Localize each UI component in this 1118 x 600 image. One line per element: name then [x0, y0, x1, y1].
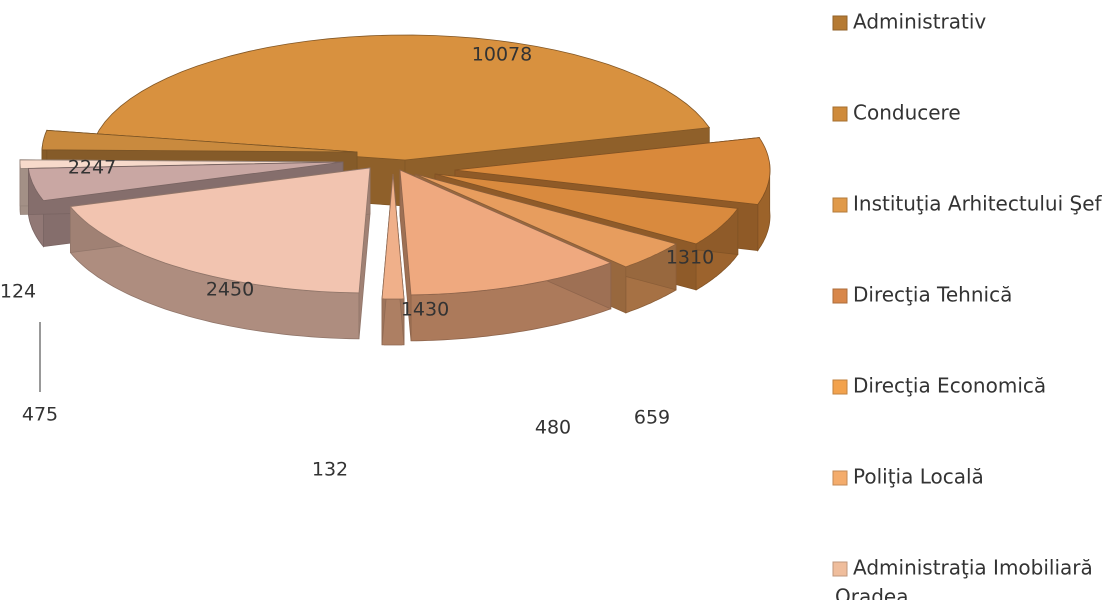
legend-item: Administraţia Imobiliară Oradea [832, 556, 1093, 600]
legend-swatch [832, 15, 848, 31]
slice-top [41, 129, 358, 153]
data-label: 2247 [68, 157, 116, 179]
legend-item: Direcţia Economică [832, 374, 1046, 398]
pie-labels: 10078 1310 659 480 1430 132 2450 475 124 2247 [0, 44, 714, 481]
pie-slice [381, 173, 405, 346]
data-label: 480 [535, 417, 571, 439]
legend-swatch [832, 470, 848, 486]
legend-label: Conducere [853, 101, 961, 125]
slice-top [381, 173, 405, 300]
legend-label: Instituţia Arhitectului Şef [853, 192, 1103, 216]
legend-swatch [832, 106, 848, 122]
legend-item: Administrativ [832, 10, 986, 34]
slice-top [414, 173, 678, 268]
legend-item: Conducere [832, 101, 961, 125]
data-label: 1430 [401, 299, 449, 321]
pie-slice [69, 167, 371, 340]
data-label: 475 [22, 404, 58, 426]
data-label: 1310 [666, 247, 714, 269]
legend-item: Direcţia Tehnică [832, 283, 1012, 307]
pie-slices [19, 34, 771, 346]
legend-label: Direcţia Tehnică [853, 283, 1012, 307]
data-label: 659 [634, 407, 670, 429]
slice-top [27, 161, 344, 202]
legend-label-line2: Oradea [835, 585, 908, 600]
slice-top [434, 173, 739, 245]
legend-item: Poliţia Locală [832, 465, 984, 489]
legend-swatch [832, 561, 848, 577]
data-label: 2450 [206, 279, 254, 301]
legend-label: Poliţia Locală [853, 465, 984, 489]
legend-swatch [832, 197, 848, 213]
legend-label: Direcţia Economică [853, 374, 1046, 398]
data-label: 10078 [472, 44, 532, 66]
slice-top [69, 167, 371, 294]
slice-top [19, 159, 336, 169]
legend-label: Administraţia Imobiliară [853, 556, 1093, 580]
data-label: 132 [312, 459, 348, 481]
data-label: 124 [0, 281, 36, 303]
pie-slice [399, 169, 612, 342]
legend-label: Administrativ [853, 10, 986, 34]
slice-top [94, 34, 711, 161]
legend-swatch [832, 288, 848, 304]
legend-item: Instituţia Arhitectului Şef [832, 192, 1103, 216]
slice-top [399, 169, 612, 296]
slice-top [454, 137, 771, 205]
legend-swatch [832, 379, 848, 395]
legend: Administrativ Conducere Instituţia Arhitec… [832, 10, 1103, 600]
